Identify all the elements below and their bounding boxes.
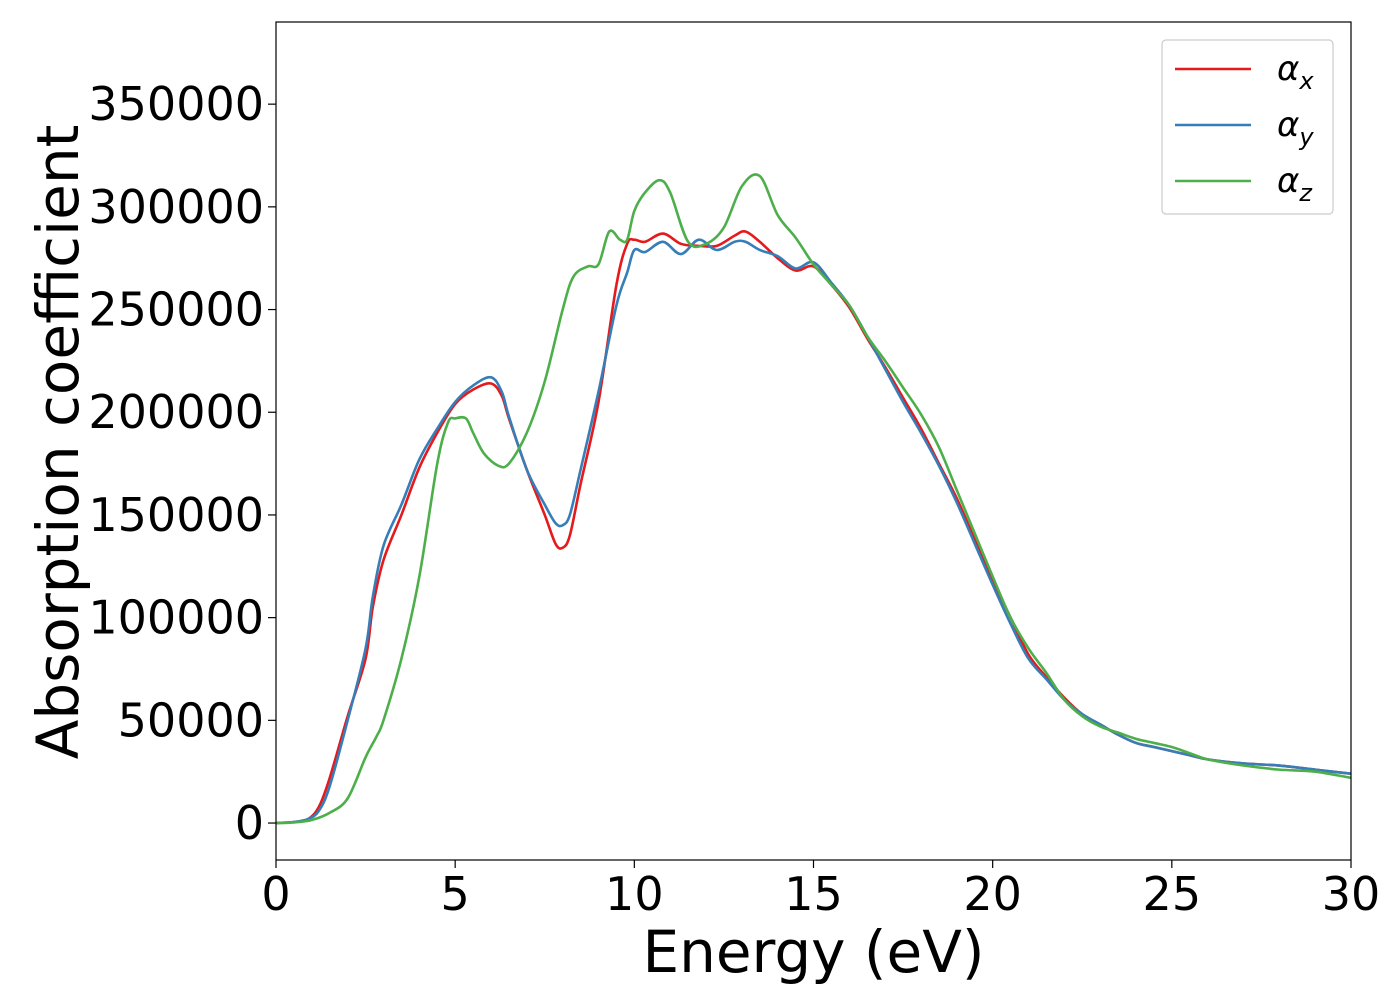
y-tick-label: 250000: [88, 283, 264, 337]
x-tick-label: 30: [1322, 867, 1381, 921]
y-tick-label: 150000: [88, 488, 264, 542]
legend-label-x: αx: [1277, 49, 1314, 95]
legend-label-y: αy: [1277, 105, 1314, 151]
y-tick-label: 50000: [118, 693, 264, 747]
legend-items: αx αy αz: [1175, 49, 1314, 207]
x-tick-label: 0: [261, 867, 290, 921]
y-tick-label: 200000: [88, 385, 264, 439]
x-tick-label: 20: [963, 867, 1022, 921]
legend-box: [1161, 39, 1334, 215]
y-tick-label: 350000: [88, 77, 264, 131]
legend-label-z: αz: [1277, 161, 1313, 207]
series-line-z: [276, 173, 1351, 825]
y-tick-label: 300000: [88, 180, 264, 234]
x-tick-label: 10: [605, 867, 664, 921]
y-tick-label: 100000: [88, 591, 264, 645]
x-tick-label: 25: [1143, 867, 1202, 921]
x-axis-label: Energy (eV): [642, 918, 984, 986]
x-tick-label: 15: [784, 867, 843, 921]
y-tick-label: 0: [235, 796, 264, 850]
series-line-y: [276, 238, 1351, 825]
series-line-x: [276, 229, 1351, 825]
x-tick-label: 5: [441, 867, 470, 921]
series-layer: [276, 173, 1351, 825]
x-axis-ticks: 0 5 10 15 20 25 30: [261, 860, 1380, 921]
y-axis-label: Absorption coefficient: [24, 125, 92, 760]
y-axis-ticks: 0 50000 100000 150000 200000 250000 300000 3500…: [88, 77, 276, 850]
legend: αx αy αz: [1161, 39, 1334, 215]
